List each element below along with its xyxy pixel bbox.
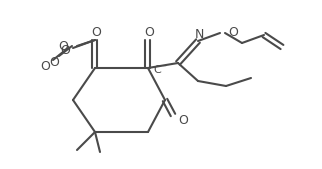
Text: O: O (228, 26, 238, 39)
Text: O: O (60, 43, 70, 56)
Text: N: N (194, 28, 204, 41)
Text: -: - (161, 60, 166, 74)
Text: O: O (40, 59, 50, 73)
Text: O: O (91, 26, 101, 39)
Text: O: O (178, 115, 188, 127)
Text: C: C (153, 65, 161, 75)
Text: O: O (58, 41, 68, 54)
Text: O: O (144, 26, 154, 39)
Text: O: O (49, 56, 59, 69)
